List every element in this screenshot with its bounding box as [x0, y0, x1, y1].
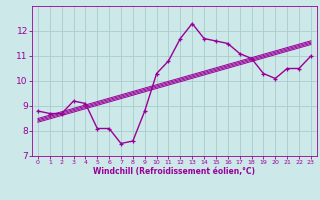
X-axis label: Windchill (Refroidissement éolien,°C): Windchill (Refroidissement éolien,°C): [93, 167, 255, 176]
